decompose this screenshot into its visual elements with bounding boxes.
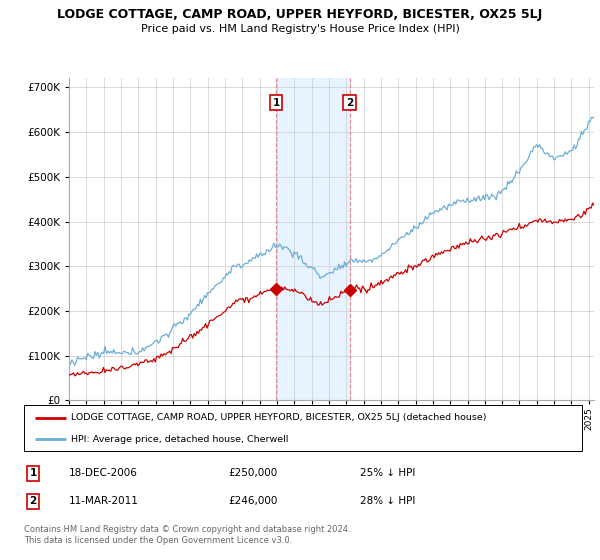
Text: LODGE COTTAGE, CAMP ROAD, UPPER HEYFORD, BICESTER, OX25 5LJ (detached house): LODGE COTTAGE, CAMP ROAD, UPPER HEYFORD,… (71, 413, 487, 422)
Text: 25% ↓ HPI: 25% ↓ HPI (360, 468, 415, 478)
Bar (276, 78, 350, 400)
Text: 2: 2 (29, 496, 37, 506)
Text: 28% ↓ HPI: 28% ↓ HPI (360, 496, 415, 506)
Text: £250,000: £250,000 (228, 468, 277, 478)
Text: 2: 2 (346, 97, 353, 108)
Text: HPI: Average price, detached house, Cherwell: HPI: Average price, detached house, Cher… (71, 435, 289, 444)
Text: Contains HM Land Registry data © Crown copyright and database right 2024.
This d: Contains HM Land Registry data © Crown c… (24, 525, 350, 545)
Text: LODGE COTTAGE, CAMP ROAD, UPPER HEYFORD, BICESTER, OX25 5LJ: LODGE COTTAGE, CAMP ROAD, UPPER HEYFORD,… (58, 8, 542, 21)
Text: 1: 1 (272, 97, 280, 108)
FancyBboxPatch shape (24, 405, 582, 451)
Text: 1: 1 (29, 468, 37, 478)
Text: Price paid vs. HM Land Registry's House Price Index (HPI): Price paid vs. HM Land Registry's House … (140, 24, 460, 34)
Text: £246,000: £246,000 (228, 496, 277, 506)
Text: 18-DEC-2006: 18-DEC-2006 (69, 468, 138, 478)
Text: 11-MAR-2011: 11-MAR-2011 (69, 496, 139, 506)
